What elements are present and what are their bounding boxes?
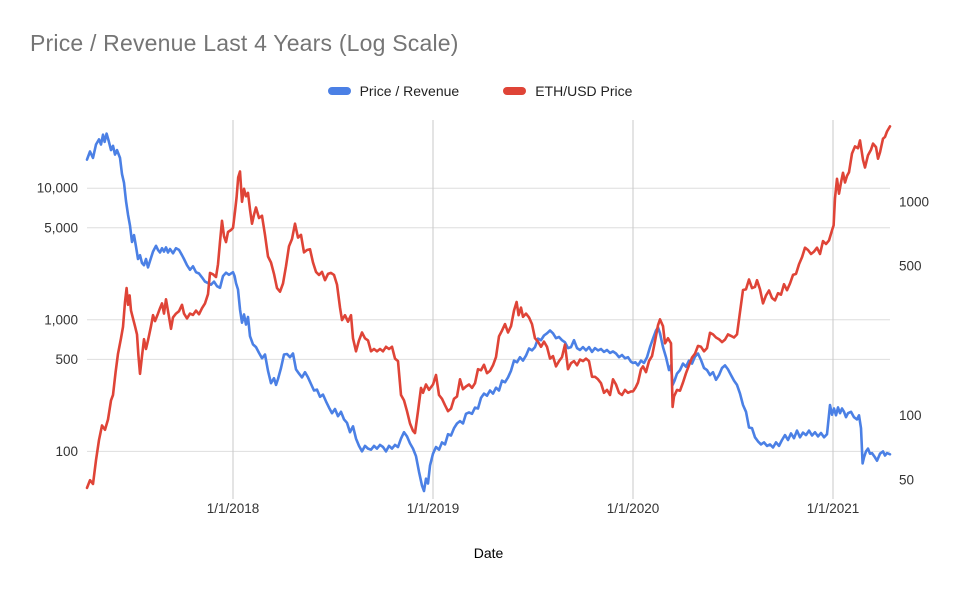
chart-title: Price / Revenue Last 4 Years (Log Scale) <box>30 30 459 56</box>
x-axis-tick-label: 1/1/2019 <box>407 501 460 516</box>
legend-label-price-revenue: Price / Revenue <box>359 83 460 99</box>
y-axis-right-tick-label: 50 <box>899 473 914 488</box>
series-line-eth-usd-price <box>85 125 892 490</box>
x-axis-tick-label: 1/1/2020 <box>607 501 660 516</box>
legend-swatch-eth-usd-price-icon <box>503 87 527 95</box>
x-axis-tick-label: 1/1/2018 <box>207 501 260 516</box>
y-axis-right-tick-label: 500 <box>899 259 922 274</box>
x-axis-tick-label: 1/1/2021 <box>807 501 860 516</box>
y-axis-left-tick-label: 5,000 <box>44 220 78 235</box>
y-axis-left-tick-label: 100 <box>55 444 78 459</box>
legend: Price / Revenue ETH/USD Price <box>0 83 960 99</box>
legend-item-eth-usd-price: ETH/USD Price <box>503 83 632 99</box>
y-axis-right-tick-label: 100 <box>899 408 922 423</box>
series-line-price-revenue <box>85 132 892 493</box>
y-axis-left-tick-label: 500 <box>55 352 78 367</box>
y-axis-right-tick-label: 1000 <box>899 194 929 209</box>
legend-swatch-price-revenue-icon <box>327 87 351 95</box>
y-axis-left-tick-label: 10,000 <box>37 181 78 196</box>
legend-label-eth-usd-price: ETH/USD Price <box>535 83 633 99</box>
x-axis-title: Date <box>474 545 504 561</box>
legend-item-price-revenue: Price / Revenue <box>327 83 460 99</box>
y-axis-left-tick-label: 1,000 <box>44 312 78 327</box>
